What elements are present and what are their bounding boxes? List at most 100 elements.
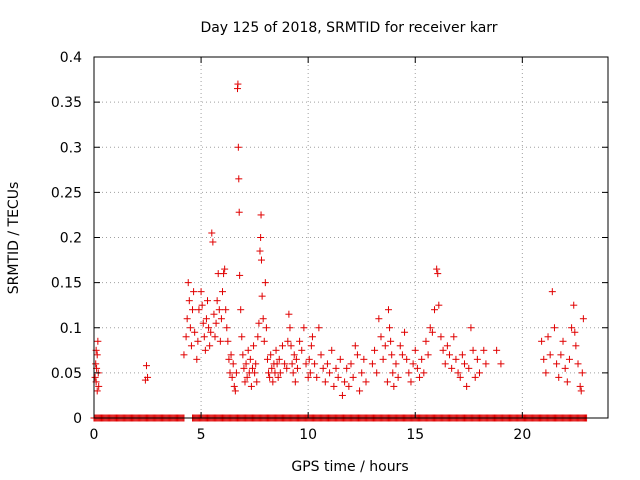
data-point [236,271,244,279]
data-point [396,342,404,350]
data-point [476,369,483,377]
data-point [272,346,280,354]
data-point [208,229,216,237]
data-point [351,342,359,350]
data-point [323,360,331,368]
data-point [273,360,281,368]
data-point [334,373,342,381]
data-point [225,355,233,363]
data-point [433,265,441,273]
data-point [251,369,259,377]
data-point [246,355,254,363]
data-point [413,364,421,372]
data-point [319,364,327,372]
data-point [420,369,428,377]
data-point [144,373,152,381]
data-point [266,373,274,381]
data-point [441,360,449,368]
x-tick-label: 15 [406,427,424,443]
data-point [381,342,389,350]
data-point [544,333,552,341]
data-point [260,337,268,345]
data-point [238,333,246,341]
data-point [411,346,419,354]
data-point [550,324,558,332]
data-point [263,355,271,363]
y-axis-ticks: 0 0.05 0.1 0.15 0.2 0.25 0.3 0.35 0.4 [51,50,608,427]
data-point [215,306,223,314]
data-point [435,301,443,309]
data-point [275,355,283,363]
data-point [261,279,269,287]
grid-lines [94,57,608,418]
data-point [341,378,349,386]
data-point [204,297,212,305]
data-point [234,143,242,151]
data-point [248,364,256,372]
data-point [542,369,550,377]
data-point [199,319,207,327]
data-point [394,373,402,381]
data-point [456,373,464,381]
y-tick-label: 0.25 [51,185,82,201]
data-point [356,387,364,395]
data-point [278,342,286,350]
data-point [267,351,275,359]
data-point [448,364,456,372]
data-point [293,364,301,372]
y-tick-label: 0.2 [60,231,82,247]
data-point [574,360,582,368]
data-point [398,351,406,359]
data-point [210,310,218,318]
data-point [300,324,308,332]
data-point [92,360,100,368]
data-point [392,360,400,368]
data-point [480,346,488,354]
data-point [285,310,293,318]
data-point [565,355,573,363]
data-point [548,288,556,296]
data-point [379,355,387,363]
data-point [387,337,395,345]
data-point [336,355,344,363]
data-point [253,378,261,386]
data-point [493,346,501,354]
data-point [298,346,306,354]
data-point [254,333,262,341]
x-tick-label: 0 [90,427,99,443]
data-point [250,342,258,350]
y-tick-label: 0.1 [60,321,82,337]
data-point [371,346,379,354]
data-point [576,382,584,390]
data-point [247,382,255,390]
data-point [439,346,447,354]
data-point [202,315,210,323]
data-point [407,378,415,386]
data-point [184,279,192,287]
data-point [338,391,346,399]
data-point [458,351,466,359]
data-point [228,373,236,381]
data-point [332,364,340,372]
x-tick-label: 5 [197,427,206,443]
data-point [561,364,569,372]
data-point [287,342,295,350]
data-point [291,378,299,386]
data-point [265,369,273,377]
data-point [219,288,226,296]
y-tick-label: 0.35 [51,95,82,111]
data-point [461,360,469,368]
data-point [186,324,194,332]
data-point [241,378,249,386]
data-point [207,328,215,336]
data-point [201,346,209,354]
data-point [224,337,232,345]
data-point [416,373,424,381]
x-axis-ticks: 0 5 10 15 20 [90,57,531,443]
data-point [579,315,587,323]
data-point [281,360,289,368]
data-point [197,288,205,296]
data-point [572,342,580,350]
data-point [231,387,239,395]
